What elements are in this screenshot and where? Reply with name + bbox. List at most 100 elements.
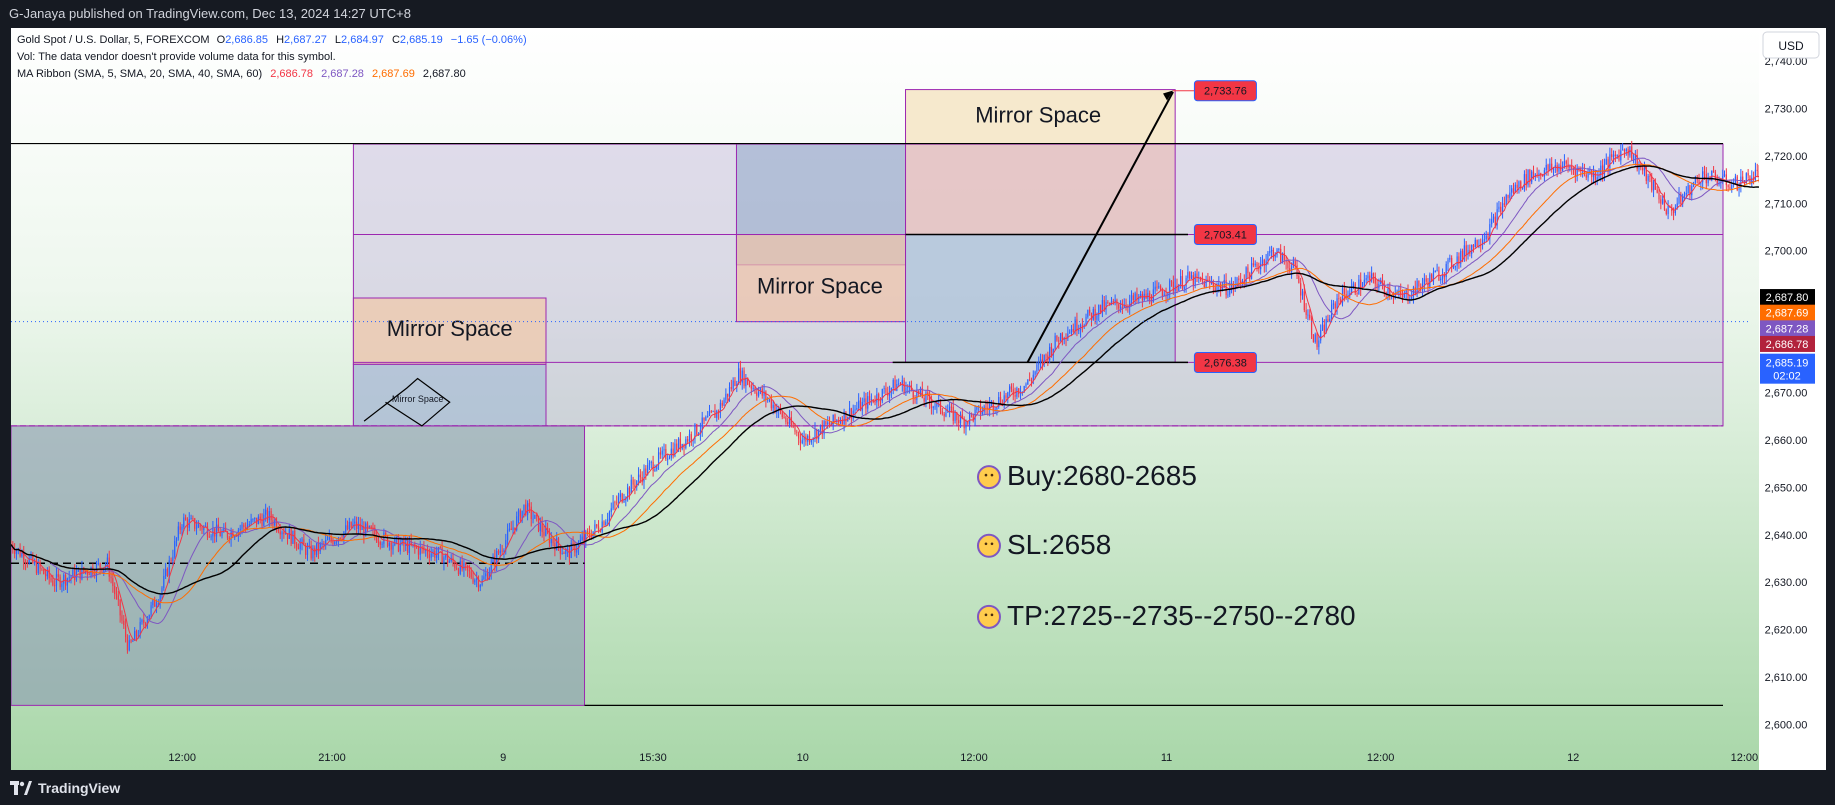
candle-body <box>768 399 771 401</box>
candle-body <box>1356 293 1358 294</box>
candle-body <box>972 414 974 421</box>
mirror-space-label-3: Mirror Space <box>975 103 1101 128</box>
candle-body <box>987 407 989 410</box>
candle-body <box>215 524 218 537</box>
svg-text:Gold Spot / U.S. Dollar, 5, FO: Gold Spot / U.S. Dollar, 5, FOREXCOM O2,… <box>17 34 527 46</box>
candle-body <box>639 474 641 478</box>
candle-body <box>801 440 803 444</box>
candle-body <box>1525 174 1527 186</box>
candle-body <box>803 436 805 441</box>
candle-body <box>734 380 736 387</box>
candle-body <box>23 553 25 563</box>
candle-body <box>299 543 301 550</box>
candle-body <box>19 548 21 557</box>
candle-body <box>1078 330 1080 332</box>
zone-mirror-3-mid[interactable] <box>905 143 1176 236</box>
candle-body <box>146 619 149 625</box>
candle-body <box>168 560 170 576</box>
candle-body <box>1443 274 1445 278</box>
candle-body <box>92 567 94 575</box>
price-axis[interactable]: 2,600.00 2,610.00 2,620.00 2,630.00 2,640.00… <box>1765 56 1808 731</box>
candle-body <box>1150 301 1153 303</box>
candle-body <box>1132 295 1134 301</box>
candle-body <box>1658 192 1660 200</box>
candle-body <box>1081 325 1083 327</box>
candle-body <box>194 518 196 529</box>
candle-body <box>568 548 571 558</box>
tradingview-logo[interactable]: TradingView <box>10 780 120 796</box>
candle-body <box>885 388 887 393</box>
candle-body <box>778 407 780 411</box>
candle-body <box>148 614 150 620</box>
candle-body <box>472 577 474 583</box>
candle-body <box>1643 166 1646 171</box>
price-label-1[interactable]: 2,733.76 <box>1193 80 1257 102</box>
candle-body <box>1221 286 1224 291</box>
candle-body <box>1483 239 1485 241</box>
candle-body <box>225 527 227 532</box>
candle-body <box>277 529 279 532</box>
candle-body <box>1067 333 1069 339</box>
candle-body <box>1252 263 1254 266</box>
candle-body <box>154 599 156 607</box>
zone-mirror-1[interactable] <box>352 297 547 365</box>
candle-body <box>1185 278 1187 287</box>
candle-body <box>687 439 689 442</box>
annotation-3: TP:2725--2735--2750--2780 <box>976 600 1356 631</box>
candle-body <box>1352 283 1355 287</box>
candle-body <box>641 477 643 483</box>
candle-body <box>923 398 925 402</box>
projection-arrow-line[interactable] <box>1026 91 1174 363</box>
candle-body <box>1309 314 1311 319</box>
candle-body <box>1489 224 1491 239</box>
candle-body <box>1072 328 1074 332</box>
price-label-2[interactable]: 2,703.41 <box>1193 223 1257 245</box>
candle-body <box>1691 186 1693 196</box>
candle-body <box>1474 239 1476 248</box>
candle-body <box>430 553 432 558</box>
candle-body <box>345 525 347 532</box>
candle-body <box>1472 244 1475 248</box>
candle-body <box>1289 268 1291 272</box>
candle-body <box>1594 172 1596 180</box>
candle-body <box>1678 194 1680 204</box>
candle-body <box>506 529 509 541</box>
candle-body <box>1703 171 1706 175</box>
candle-body <box>1285 260 1287 263</box>
candle-body <box>1343 288 1345 295</box>
zone-mirror-3[interactable] <box>905 89 1176 145</box>
candle-body <box>21 553 23 557</box>
candle-body <box>883 388 885 390</box>
candle-body <box>545 528 547 536</box>
tradingview-brand: TradingView <box>38 780 121 796</box>
candle-body <box>1236 278 1238 285</box>
zone-mirror-3-base[interactable] <box>905 234 1176 363</box>
candle-body <box>26 562 28 564</box>
candle-body <box>1129 300 1131 308</box>
time-axis[interactable]: 12:0021:00915:301012:001112:001212:00131… <box>168 720 1826 764</box>
candle-body <box>1585 174 1587 178</box>
candle-body <box>1518 181 1520 189</box>
candle-body <box>197 524 199 528</box>
zone-mirror-2[interactable] <box>735 234 907 323</box>
candle-body <box>521 510 523 521</box>
candle-body <box>261 519 263 526</box>
candle-body <box>376 535 378 542</box>
candle-body <box>616 502 618 504</box>
candle-body <box>110 576 112 579</box>
candle-body <box>650 461 652 463</box>
candle-body <box>1505 195 1507 205</box>
ma-tag-text-3: 2,687.28 <box>1766 323 1809 335</box>
chart-area[interactable]: Mirror Space Mirror Space Mirror Space Mirr… <box>11 28 1826 770</box>
price-label-text-3: 2,676.38 <box>1204 358 1247 370</box>
candle-body <box>1205 279 1207 288</box>
mirror-zigzag <box>363 377 451 427</box>
candle-body <box>927 392 929 395</box>
candle-body <box>670 448 672 458</box>
candle-body <box>1039 359 1042 363</box>
zone-mirror-1-base[interactable] <box>352 363 547 427</box>
candle-body <box>417 547 420 555</box>
currency-button[interactable]: USD <box>1762 31 1820 59</box>
price-label-3[interactable]: 2,676.38 <box>1193 352 1257 374</box>
candle-body <box>688 434 691 442</box>
